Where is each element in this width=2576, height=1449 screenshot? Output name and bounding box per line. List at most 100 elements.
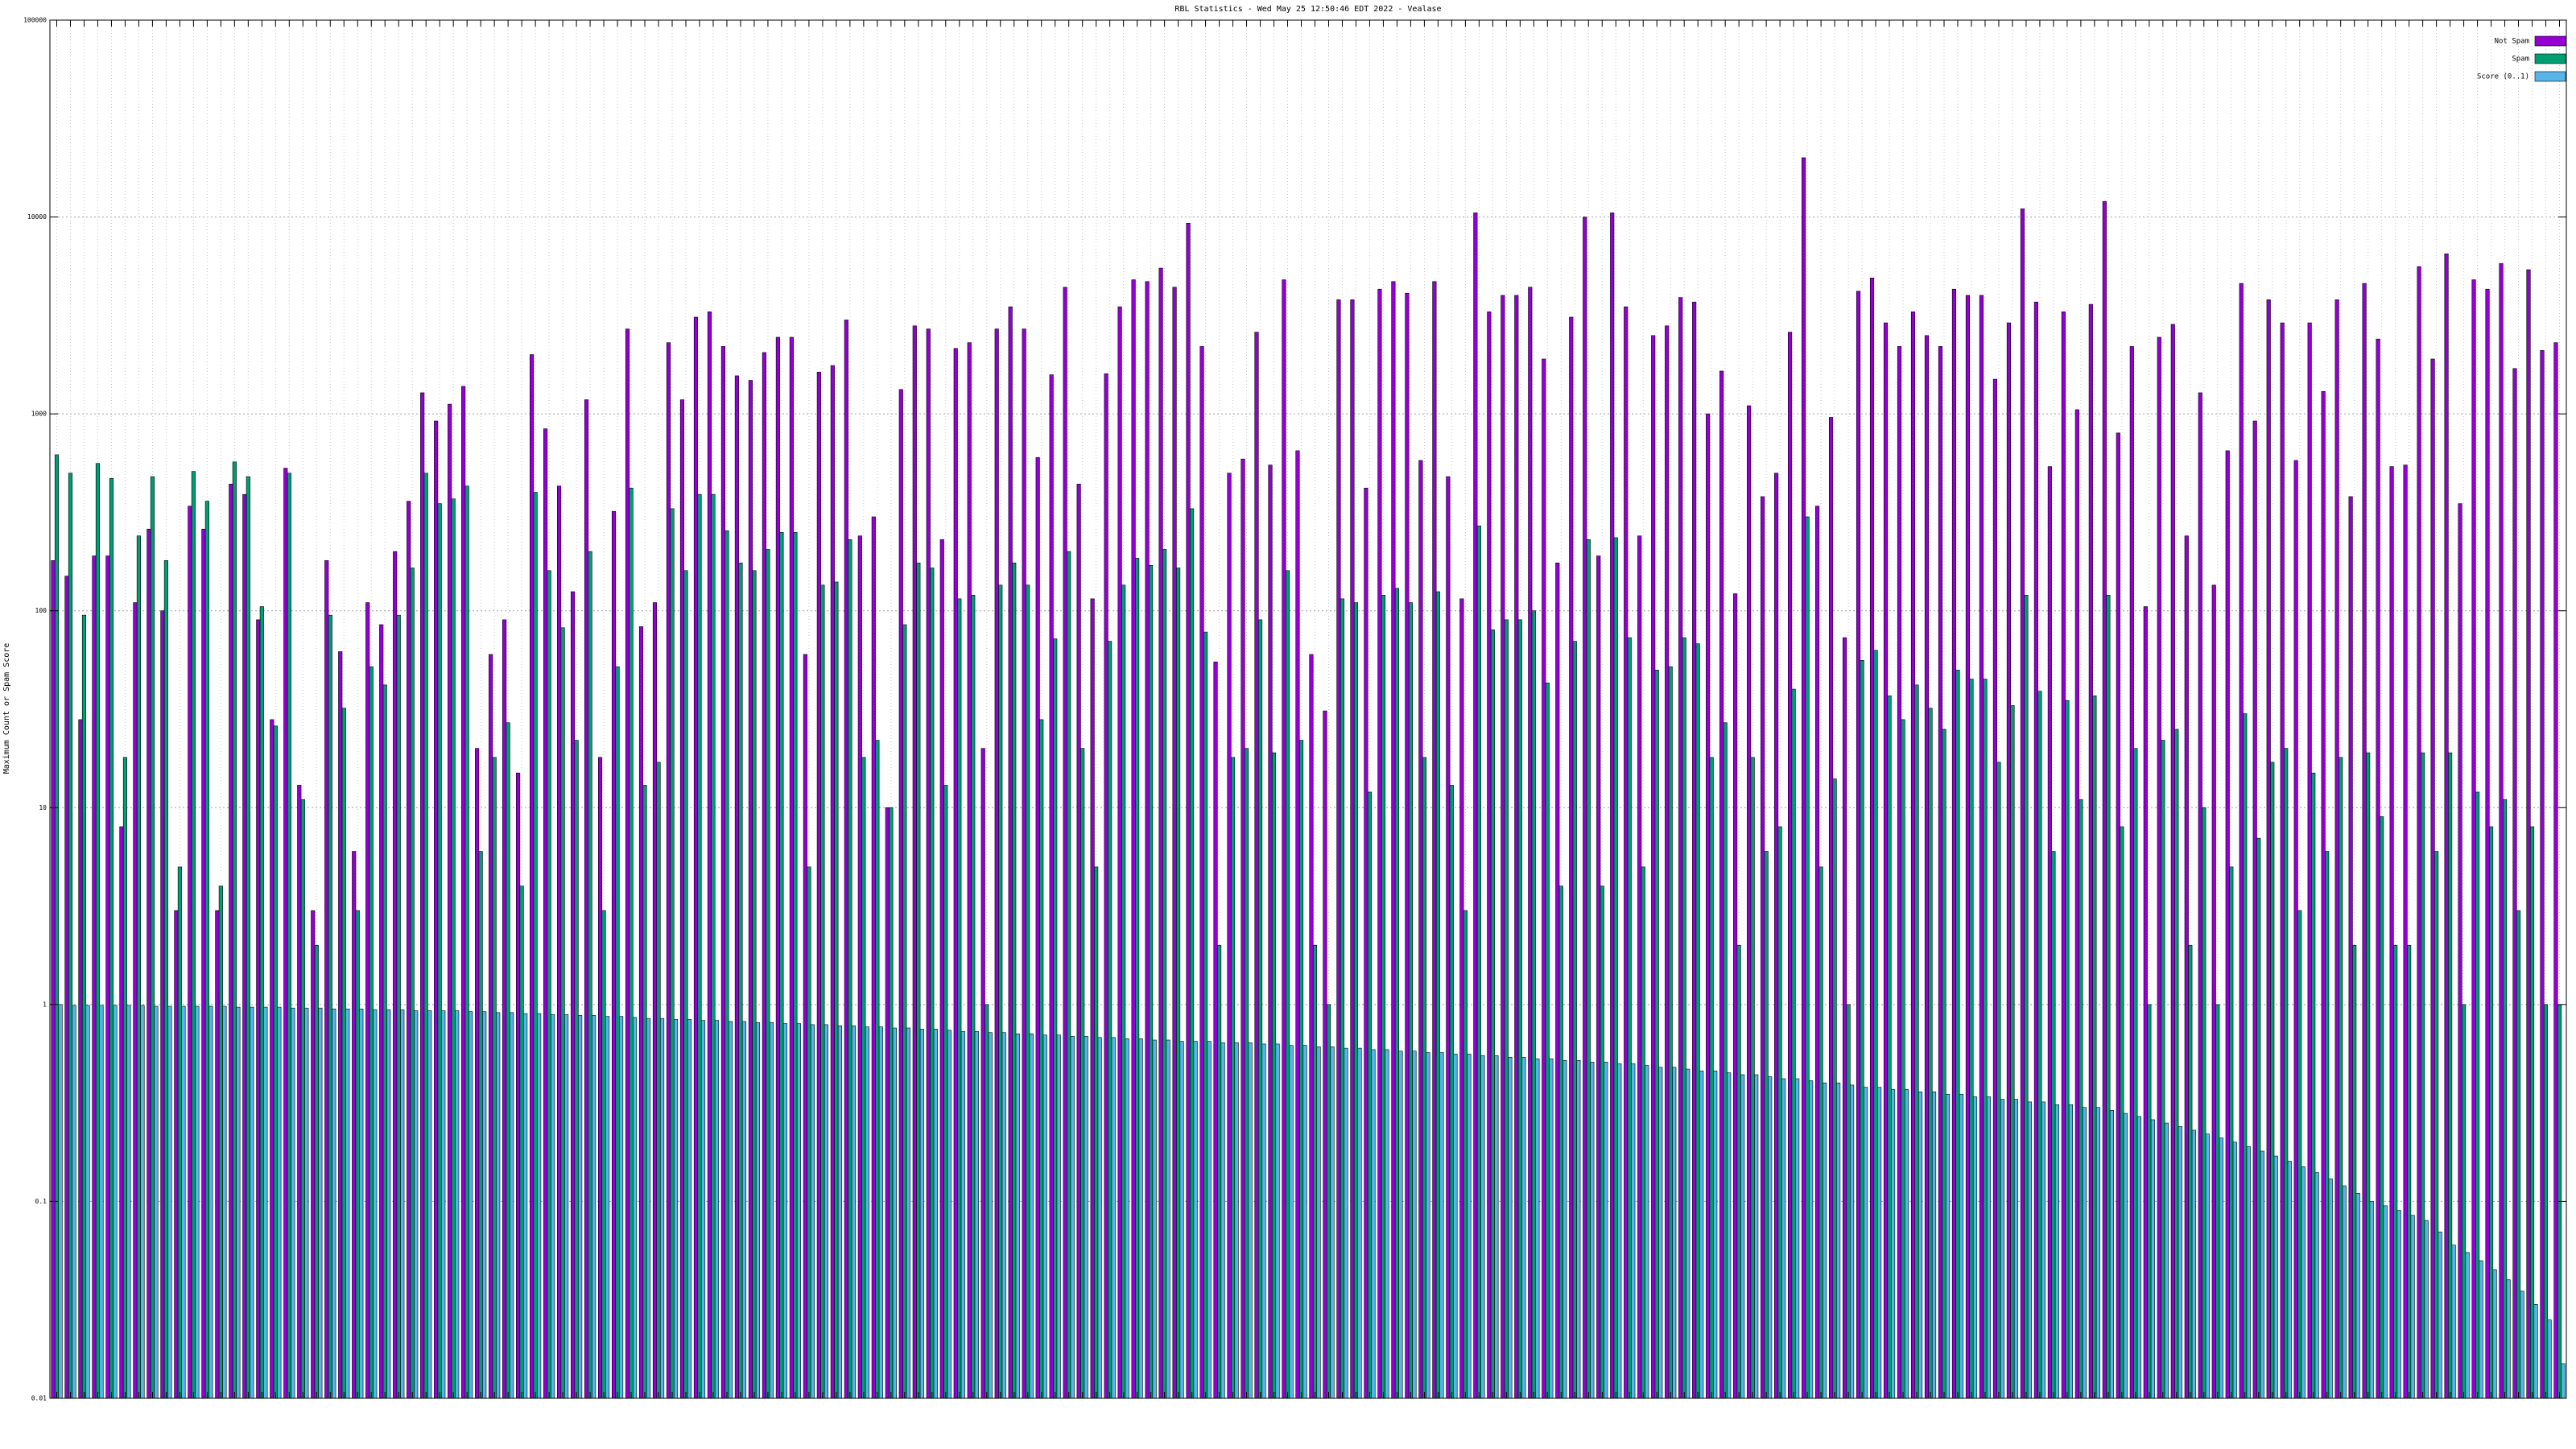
bar [2321, 390, 2326, 1399]
bar [2492, 1269, 2497, 1399]
bar [1176, 568, 1181, 1399]
bar [1665, 325, 1670, 1399]
bar [1637, 535, 1642, 1399]
bar [1063, 287, 1067, 1399]
bar [2366, 752, 2371, 1399]
bar [441, 1010, 446, 1399]
bar [1887, 696, 1892, 1399]
bar [1508, 1057, 1513, 1399]
bar [2178, 1126, 2182, 1399]
bar [2485, 288, 2490, 1399]
bar [311, 910, 316, 1399]
bar [1285, 570, 1290, 1399]
bar [611, 510, 617, 1399]
bar [560, 627, 565, 1399]
bar [365, 602, 370, 1399]
bar [1487, 312, 1492, 1399]
bar [215, 910, 220, 1399]
bar [1261, 1043, 1266, 1399]
bar [687, 1019, 692, 1399]
bar [947, 1030, 952, 1399]
bar [1439, 1052, 1444, 1399]
bar [523, 1013, 528, 1399]
bar [1668, 666, 1673, 1399]
bar [2010, 705, 2015, 1399]
bar [516, 772, 521, 1399]
bar [2526, 269, 2531, 1399]
bar [1364, 487, 1368, 1399]
bar [1610, 213, 1615, 1399]
bar [1408, 602, 1413, 1399]
bar [848, 539, 852, 1399]
bar [1381, 595, 1386, 1399]
bar [2475, 791, 2480, 1399]
bar [297, 785, 302, 1399]
bar [2266, 299, 2271, 1399]
bar [2239, 283, 2244, 1399]
bar [1877, 1087, 1882, 1399]
bar [1678, 297, 1683, 1399]
bar [762, 352, 766, 1399]
bar [2184, 535, 2189, 1399]
bar [1463, 910, 1468, 1399]
bar [930, 568, 935, 1399]
bar [1418, 460, 1423, 1399]
bar [218, 886, 223, 1399]
bar [2293, 460, 2298, 1399]
bar [2109, 1110, 2114, 1399]
bar [2252, 420, 2257, 1399]
bar [1658, 1067, 1663, 1399]
bar [988, 1032, 993, 1399]
bar [140, 1005, 145, 1399]
legend: Not Spam Spam Score (0..1) [2477, 35, 2566, 82]
bar [1015, 1033, 1020, 1399]
bar [1945, 1094, 1951, 1399]
bar [2380, 816, 2384, 1399]
bar [496, 1012, 501, 1399]
bar [741, 1021, 747, 1399]
bar [615, 666, 620, 1399]
bar [181, 1005, 186, 1399]
bar [779, 532, 784, 1399]
bar [820, 584, 825, 1399]
bar [386, 1009, 391, 1399]
bar [1576, 1060, 1581, 1399]
bar [2041, 1101, 2046, 1399]
chart-title: RBL Statistics - Wed May 25 12:50:46 EDT… [1174, 5, 1441, 14]
bar [2297, 910, 2302, 1399]
bar [1590, 1062, 1595, 1399]
bar [1727, 1072, 1732, 1399]
bar [2328, 1179, 2333, 1399]
bar [861, 757, 866, 1399]
bar [592, 1015, 597, 1399]
bar [2421, 752, 2425, 1399]
bar [2270, 762, 2275, 1399]
bar [2389, 466, 2394, 1399]
bar [510, 1012, 514, 1399]
bar [625, 328, 630, 1399]
bar [1572, 641, 1577, 1399]
bar [789, 336, 794, 1399]
bar [633, 1017, 638, 1399]
bar [1836, 1082, 1841, 1399]
bar [2352, 944, 2357, 1399]
bar [396, 614, 401, 1399]
bar [136, 535, 141, 1399]
bar [291, 1007, 295, 1399]
bar [1449, 785, 1454, 1399]
bar [1596, 555, 1601, 1399]
bar [912, 325, 917, 1399]
bar [1162, 549, 1167, 1399]
bar [2314, 1172, 2319, 1399]
bar [933, 1029, 938, 1399]
bar [407, 501, 411, 1399]
bar [1179, 1041, 1184, 1399]
bar [1275, 1043, 1280, 1399]
bar [420, 392, 425, 1399]
bar [1289, 1045, 1294, 1399]
bar [147, 528, 151, 1399]
bar [81, 614, 87, 1399]
bar [1340, 598, 1345, 1399]
bar [1220, 1042, 1225, 1399]
